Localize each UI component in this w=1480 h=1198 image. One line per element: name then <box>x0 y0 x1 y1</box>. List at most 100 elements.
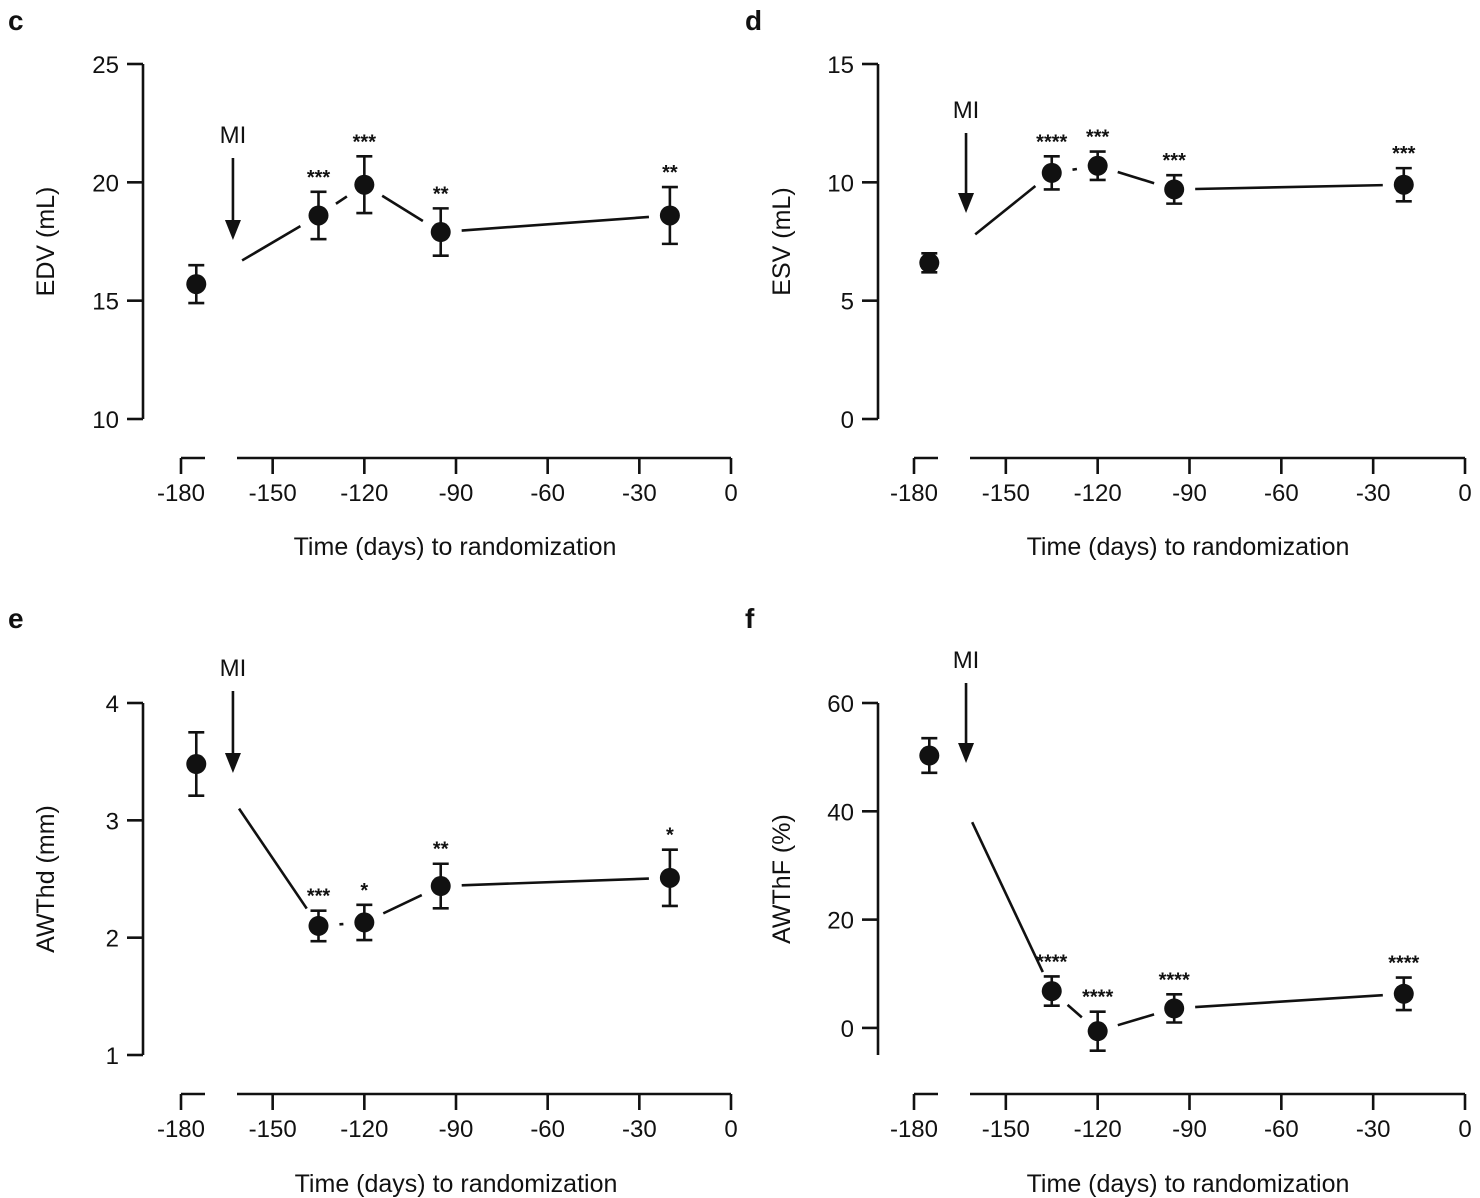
y-tick-label: 10 <box>827 170 854 197</box>
x-tick-label: -90 <box>439 1116 474 1143</box>
connecting-line <box>1117 170 1155 185</box>
data-point-marker <box>1393 983 1414 1004</box>
y-tick-label: 20 <box>827 908 854 935</box>
connecting-line <box>382 893 423 915</box>
x-tick-label: 0 <box>1458 1116 1471 1143</box>
x-tick-label: -60 <box>1264 1116 1299 1143</box>
y-tick-label: 4 <box>106 691 119 718</box>
mi-annotation-label: MI <box>220 655 247 682</box>
y-tick-label: 0 <box>841 407 854 434</box>
data-point-marker <box>1087 1021 1108 1042</box>
mi-arrow-head <box>224 753 241 773</box>
x-tick-label: -90 <box>1172 1116 1207 1143</box>
y-tick-label: 20 <box>92 170 119 197</box>
panel-f: f 0 20 40 60 AWThF (%) -180 -150 -120 -90 -60 -30 0 T… <box>745 603 1472 1198</box>
y-axis-title: ESV (mL) <box>768 187 796 295</box>
significance-label: **** <box>1036 131 1067 153</box>
connecting-line <box>974 185 1037 236</box>
x-tick-label: 0 <box>724 1116 737 1143</box>
y-tick-label: 10 <box>92 407 119 434</box>
baseline-marker <box>919 252 940 273</box>
data-point-marker <box>308 205 329 226</box>
y-axis-title: EDV (mL) <box>32 187 60 297</box>
panel-d: d 0 5 10 15 ESV (mL) -180 -150 -120 -90 -60 -30 0 Tim… <box>745 5 1472 561</box>
data-point-marker <box>1164 998 1185 1019</box>
significance-label: **** <box>1159 969 1190 991</box>
x-tick-label: -120 <box>1074 1116 1122 1143</box>
connecting-line <box>237 807 308 910</box>
x-tick-label: -180 <box>157 480 205 507</box>
baseline-marker <box>186 274 207 295</box>
data-point-marker <box>354 912 375 933</box>
y-tick-label: 15 <box>827 52 854 79</box>
mi-arrow-head <box>958 743 975 763</box>
mi-annotation-label: MI <box>953 647 980 674</box>
x-tick-label: -180 <box>157 1116 205 1143</box>
mi-arrow-head <box>958 193 975 213</box>
connecting-line <box>1072 167 1078 171</box>
x-tick-label: -60 <box>530 1116 565 1143</box>
data-point-marker <box>430 222 451 243</box>
x-tick-label: -90 <box>1172 480 1207 507</box>
connecting-line <box>335 195 348 205</box>
x-tick-label: -150 <box>249 480 297 507</box>
x-tick-label: -150 <box>982 480 1030 507</box>
y-tick-label: 40 <box>827 799 854 826</box>
y-tick-label: 25 <box>92 52 119 79</box>
x-tick-label: -120 <box>1074 480 1122 507</box>
x-axis-title: Time (days) to randomization <box>1027 1170 1350 1198</box>
significance-label: **** <box>1036 951 1067 973</box>
data-point-marker <box>354 174 375 195</box>
x-tick-label: -90 <box>439 480 474 507</box>
x-tick-label: -30 <box>622 1116 657 1143</box>
significance-label: **** <box>1388 953 1419 975</box>
connecting-line <box>1195 183 1383 191</box>
x-tick-label: -30 <box>1356 480 1391 507</box>
panel-letter: f <box>745 603 755 634</box>
mi-annotation-label: MI <box>220 122 247 149</box>
significance-label: **** <box>1082 987 1113 1009</box>
y-tick-label: 5 <box>841 289 854 316</box>
x-axis-title: Time (days) to randomization <box>294 533 617 561</box>
significance-label: *** <box>1163 150 1187 172</box>
significance-label: *** <box>307 167 331 189</box>
panel-e: e 1 2 3 4 AWThd (mm) -180 -150 -120 -90 -60 -30 0 Tim… <box>8 603 738 1198</box>
x-axis-title: Time (days) to randomization <box>295 1170 618 1198</box>
y-tick-label: 0 <box>841 1016 854 1043</box>
x-tick-label: -180 <box>890 1116 938 1143</box>
x-axis-title: Time (days) to randomization <box>1027 533 1350 561</box>
mi-annotation-label: MI <box>953 97 980 124</box>
data-point-marker <box>1041 981 1062 1002</box>
x-tick-label: -120 <box>340 1116 388 1143</box>
panel-letter: c <box>8 5 24 36</box>
x-tick-label: -150 <box>982 1116 1030 1143</box>
connecting-line <box>1195 993 1383 1009</box>
connecting-line <box>381 194 424 223</box>
y-tick-label: 60 <box>827 691 854 718</box>
baseline-marker <box>919 745 940 766</box>
connecting-line <box>970 821 1044 973</box>
x-tick-label: 0 <box>1458 480 1471 507</box>
significance-label: ** <box>662 162 678 184</box>
panel-letter: d <box>745 5 762 36</box>
data-point-marker <box>430 876 451 897</box>
x-tick-label: -60 <box>530 480 565 507</box>
connecting-line <box>461 215 650 232</box>
significance-label: *** <box>353 131 377 153</box>
x-tick-label: 0 <box>724 480 737 507</box>
data-point-marker <box>308 915 329 936</box>
panel-letter: e <box>8 603 24 634</box>
data-point-marker <box>659 205 680 226</box>
significance-label: *** <box>1086 127 1110 149</box>
significance-label: ** <box>433 183 449 205</box>
x-tick-label: -120 <box>340 480 388 507</box>
y-tick-label: 3 <box>106 808 119 835</box>
connecting-line <box>1066 1003 1083 1019</box>
connecting-line <box>1117 1013 1155 1027</box>
data-point-marker <box>659 867 680 888</box>
y-axis-title: AWThF (%) <box>768 814 796 944</box>
x-tick-label: -30 <box>622 480 657 507</box>
y-tick-label: 15 <box>92 289 119 316</box>
